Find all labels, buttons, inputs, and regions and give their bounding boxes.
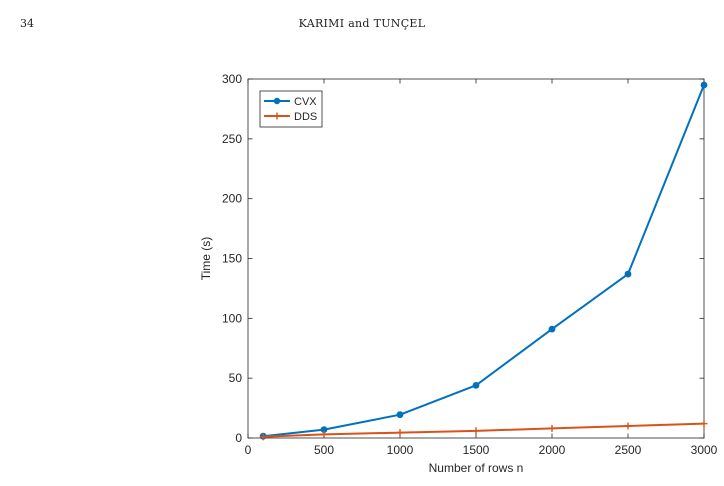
legend-entry-cvx: CVX: [294, 96, 317, 108]
data-point-dds: [396, 429, 404, 437]
y-axis: 0 50 100 150 200 250 300: [222, 72, 704, 445]
y-tick-label: 0: [235, 431, 242, 445]
series-layer: [259, 81, 708, 441]
data-point-cvx: [320, 426, 328, 434]
page-number: 34: [20, 17, 34, 30]
legend-box: [259, 90, 323, 128]
data-point-dds: [548, 424, 556, 432]
data-point-cvx: [396, 411, 404, 419]
data-point-cvx: [548, 325, 556, 333]
legend-marker-dds: [273, 112, 281, 120]
x-tick-label: 500: [314, 443, 334, 457]
data-point-dds: [259, 433, 267, 441]
y-tick-label: 100: [222, 311, 242, 325]
x-tick-label: 0: [245, 443, 252, 457]
y-tick-label: 250: [222, 132, 242, 146]
x-tick-label: 3000: [691, 443, 718, 457]
x-tick-label: 2500: [615, 443, 642, 457]
x-tick-label: 1500: [463, 443, 490, 457]
series-dds: [259, 420, 708, 441]
data-point-cvx: [624, 270, 632, 278]
data-point-dds: [624, 422, 632, 430]
y-tick-label: 50: [229, 371, 243, 385]
y-tick-label: 300: [222, 72, 242, 86]
data-point-cvx: [472, 381, 480, 389]
legend-marker-cvx: [273, 97, 281, 105]
y-axis-label: Time (s): [199, 237, 213, 281]
legend-entry-dds: DDS: [294, 111, 317, 123]
data-point-dds: [472, 427, 480, 435]
x-axis-label: Number of rows n: [429, 461, 524, 475]
series-cvx: [259, 81, 708, 440]
series-line-dds: [263, 422, 705, 438]
series-line-cvx: [263, 84, 705, 438]
data-point-dds: [320, 430, 328, 438]
legend: CVX DDS: [259, 90, 323, 128]
y-tick-label: 200: [222, 192, 242, 206]
x-tick-label: 2000: [539, 443, 566, 457]
x-tick-label: 1000: [387, 443, 414, 457]
running-head: KARIMI and TUNÇEL: [298, 17, 426, 30]
data-point-cvx: [700, 81, 708, 89]
y-tick-label: 150: [222, 252, 242, 266]
data-point-dds: [700, 420, 708, 428]
x-axis: 0 500 1000 1500 2000 2500 3000: [245, 79, 718, 457]
